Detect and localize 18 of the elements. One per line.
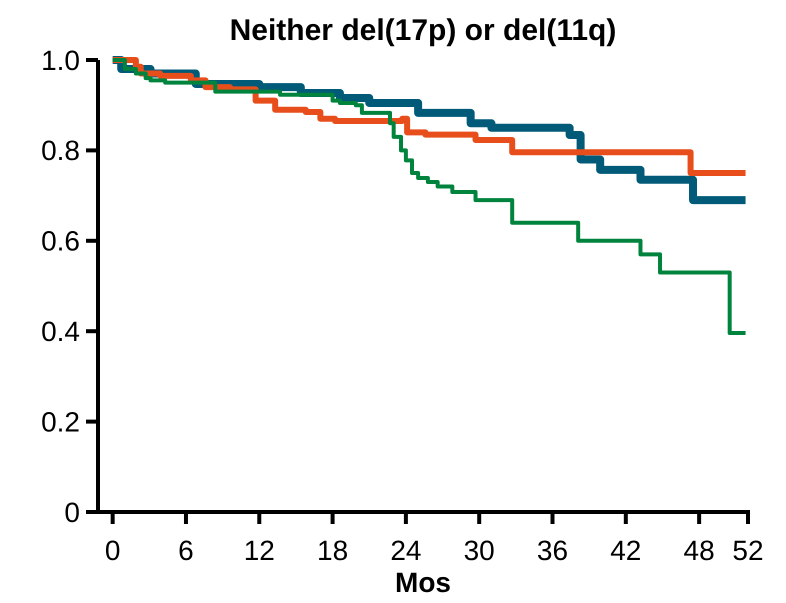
x-tick-label: 52 [732,535,764,566]
x-axis-title: Mos [395,567,451,598]
x-tick-label: 36 [536,535,568,566]
x-tick-label: 12 [244,535,275,566]
y-tick-label: 1.0 [41,44,80,76]
y-tick-label: 0.4 [41,316,80,347]
y-tick-label: 0.2 [41,406,80,438]
chart-title: Neither del(17p) or del(11q) [230,14,616,47]
x-tick-label: 42 [610,535,642,566]
y-tick-label: 0.6 [41,226,80,257]
x-tick-label: 30 [464,535,495,566]
x-tick-label: 18 [317,535,348,566]
x-tick-label: 48 [684,535,715,566]
y-tick-label: 0.8 [41,135,80,166]
x-tick-label: 0 [104,535,120,566]
y-tick-label: 0 [64,496,80,528]
x-tick-label: 24 [390,535,422,566]
x-tick-label: 6 [178,535,194,566]
